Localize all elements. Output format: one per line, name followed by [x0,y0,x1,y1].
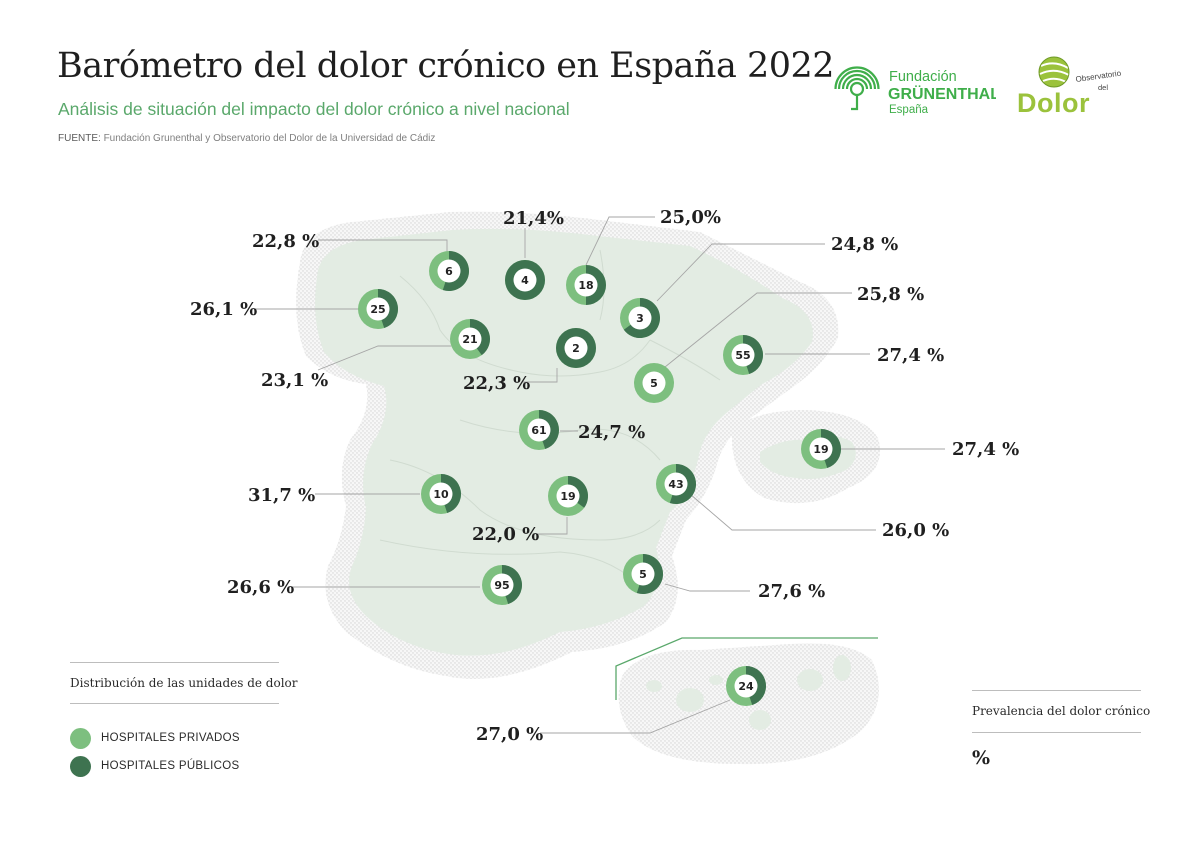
prevalence-extremadura: 31,7 % [248,485,315,506]
legend-label-public: HOSPITALES PÚBLICOS [101,760,240,772]
observatorio-line-3: Dolor [1017,88,1090,116]
legend-label-private: HOSPITALES PRIVADOS [101,732,240,744]
units-asturias: 6 [445,265,453,278]
units-valencia: 43 [668,478,683,491]
units-madrid: 61 [531,424,546,437]
marker-murcia[interactable]: 5 [623,554,664,594]
marker-andalucia[interactable]: 95 [482,565,522,605]
fundacion-line-3: España [889,104,929,116]
canarias-islands [646,655,851,730]
marker-asturias[interactable]: 6 [429,251,470,291]
prevalence-rule-bottom [972,732,1141,733]
legend-item-public: HOSPITALES PÚBLICOS [70,752,279,780]
leader-line-valencia [689,493,876,531]
prevalence-legend-symbol: % [972,747,991,769]
units-castilla-leon: 21 [462,333,477,346]
prevalence-cataluna: 27,4 % [877,345,944,366]
fundacion-line-2: GRÜNENTHAL [888,84,996,103]
marker-baleares[interactable]: 19 [801,429,841,469]
leader-lines [255,216,945,734]
leader-line-navarra [656,243,825,302]
prevalence-castilla-leon: 23,1 % [261,370,328,391]
distribution-legend-title: Distribución de las unidades de dolor [70,676,298,690]
leader-line-canarias [540,699,731,734]
leader-line-la-rioja [522,368,558,383]
prevalence-castilla-la-mancha: 22,0 % [472,524,539,545]
marker-navarra[interactable]: 3 [620,298,660,338]
marker-galicia[interactable]: 25 [358,289,398,329]
prevalence-pais-vasco: 25,0% [660,207,721,228]
marker-cataluna[interactable]: 55 [723,335,763,375]
prevalence-asturias: 22,8 % [252,231,319,252]
prevalence-aragon: 25,8 % [857,284,924,305]
leader-line-asturias [318,239,448,254]
leader-line-castilla-la-mancha [537,517,568,535]
prevalence-andalucia: 26,6 % [227,577,294,598]
prevalence-madrid: 24,7 % [578,422,645,443]
units-baleares: 19 [813,443,828,456]
units-andalucia: 95 [494,579,509,592]
prevalence-legend: Prevalencia del dolor crónico % [972,690,1151,769]
marker-cantabria[interactable]: 4 [505,260,545,300]
fundacion-grunenthal-logo: Fundación GRÜNENTHAL España [834,66,996,116]
source-label: FUENTE: [58,133,101,144]
marker-castilla-leon[interactable]: 21 [450,319,491,359]
prevalence-murcia: 27,6 % [758,581,825,602]
units-canarias: 24 [738,680,754,693]
prevalence-canarias: 27,0 % [476,724,543,745]
public-swatch-icon [70,755,91,777]
grunenthal-emblem-icon [834,66,880,111]
legend-rule-bottom [70,703,279,704]
source-text: Fundación Grunenthal y Observatorio del … [103,133,436,144]
marker-extremadura[interactable]: 10 [421,474,461,514]
units-galicia: 25 [370,303,385,316]
page-title: Barómetro del dolor crónico en España 20… [57,46,835,86]
marker-castilla-la-mancha[interactable]: 19 [548,476,589,516]
legend-rule-top [70,662,279,663]
peninsula-shape [315,228,813,656]
observatorio-line-2: del [1098,83,1108,92]
prevalence-navarra: 24,8 % [831,234,898,255]
fundacion-line-1: Fundación [889,69,957,85]
marker-valencia[interactable]: 43 [656,464,697,504]
marker-pais-vasco[interactable]: 18 [566,265,606,305]
units-cantabria: 4 [521,274,529,287]
units-murcia: 5 [639,568,647,581]
prevalence-legend-title: Prevalencia del dolor crónico [972,704,1151,718]
prevalence-baleares: 27,4 % [952,439,1019,460]
prevalence-rule-top [972,690,1141,691]
leader-line-aragon [664,292,852,368]
prevalence-galicia: 26,1 % [190,299,257,320]
units-castilla-la-mancha: 19 [560,490,575,503]
units-la-rioja: 2 [572,342,580,355]
marker-la-rioja[interactable]: 2 [556,328,596,368]
leader-line-murcia [664,583,750,592]
marker-canarias[interactable]: 24 [726,666,766,706]
prevalence-cantabria: 21,4% [503,208,564,229]
observatorio-del-dolor-logo: Observatorio del Dolor [1017,56,1122,116]
marker-aragon[interactable]: 5 [634,363,674,403]
leader-line-castilla-leon [317,345,451,371]
units-pais-vasco: 18 [578,279,593,292]
prevalence-valencia: 26,0 % [882,520,949,541]
units-aragon: 5 [650,377,658,390]
canarias-frame [615,637,878,700]
units-navarra: 3 [636,312,644,325]
legend-item-private: HOSPITALES PRIVADOS [70,724,279,752]
prevalence-la-rioja: 22,3 % [463,373,530,394]
private-swatch-icon [70,727,91,749]
source-note: FUENTE: Fundación Grunenthal y Observato… [58,133,435,144]
observatorio-globe-icon [1038,56,1070,88]
marker-madrid[interactable]: 61 [519,410,559,450]
distribution-legend: Distribución de las unidades de dolor HO… [70,662,298,780]
units-cataluna: 55 [735,349,750,362]
region-markers: 25 6 4 18 3 21 2 5 [358,251,841,706]
prevalence-labels: 26,1 % 22,8 % 21,4% 25,0% 24,8 % 23,1 % … [190,207,1019,745]
leader-line-pais-vasco [585,216,655,266]
page-subtitle: Análisis de situación del impacto del do… [58,99,570,119]
units-extremadura: 10 [433,488,449,501]
